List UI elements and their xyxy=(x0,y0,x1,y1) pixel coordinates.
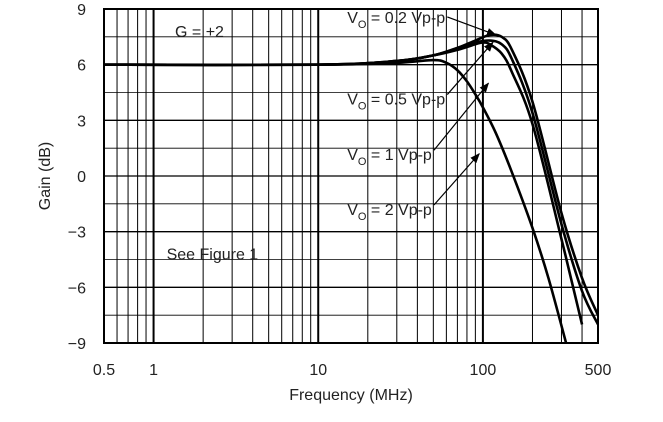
series-lines xyxy=(104,33,598,343)
y-tick-label: −9 xyxy=(68,336,86,353)
series-label-arrow xyxy=(433,152,480,206)
y-axis-label: Gain (dB) xyxy=(37,142,54,210)
series-label-arrow xyxy=(433,82,490,151)
x-tick-label: 10 xyxy=(309,362,327,379)
x-tick-label: 100 xyxy=(470,362,497,379)
series-label: VO = 0.2 Vp-p xyxy=(347,10,445,31)
series-label-arrow xyxy=(447,16,497,36)
y-tick-label: 3 xyxy=(77,113,86,130)
series-label-main: V xyxy=(347,147,358,164)
series-label-arrow xyxy=(446,41,494,95)
series-line xyxy=(104,39,598,326)
y-tick-label: −6 xyxy=(68,280,86,297)
chart-annotation: See Figure 1 xyxy=(167,247,259,264)
plot-frame xyxy=(103,8,599,344)
label-arrows xyxy=(433,16,497,206)
series-label-main: V xyxy=(347,202,358,219)
series-label-rest: = 0.5 Vp-p xyxy=(366,92,445,109)
y-tick-label: −3 xyxy=(68,225,86,242)
series-label-sub: O xyxy=(358,211,367,223)
y-tick-label: 9 xyxy=(77,2,86,19)
series-line xyxy=(104,58,568,343)
chart-text: Frequency (MHz) Gain (dB) 0.5 1 10 100 500 9 6… xyxy=(37,2,611,404)
series-label-rest: = 0.2 Vp-p xyxy=(366,10,445,27)
series-label-sub: O xyxy=(358,156,367,168)
series-label-main: V xyxy=(347,92,358,109)
x-tick-label: 1 xyxy=(149,362,158,379)
series-line xyxy=(104,41,584,325)
series-label-sub: O xyxy=(358,19,367,31)
series-label: VO = 1 Vp-p xyxy=(347,147,432,168)
series-label: VO = 0.5 Vp-p xyxy=(347,92,445,113)
series-line xyxy=(104,33,598,316)
plot-border xyxy=(103,8,599,344)
y-tick-label: 6 xyxy=(77,58,86,75)
grid xyxy=(103,8,599,344)
series-label-sub: O xyxy=(358,101,367,113)
series-label-rest: = 1 Vp-p xyxy=(366,147,431,164)
y-tick-label: 0 xyxy=(77,169,86,186)
chart-annotation: G = +2 xyxy=(175,24,224,41)
x-tick-label: 0.5 xyxy=(93,362,115,379)
series-label-main: V xyxy=(347,10,358,27)
series-label-rest: = 2 Vp-p xyxy=(366,202,431,219)
series-label: VO = 2 Vp-p xyxy=(347,202,432,223)
x-axis-label: Frequency (MHz) xyxy=(289,387,413,404)
x-tick-label: 500 xyxy=(585,362,612,379)
